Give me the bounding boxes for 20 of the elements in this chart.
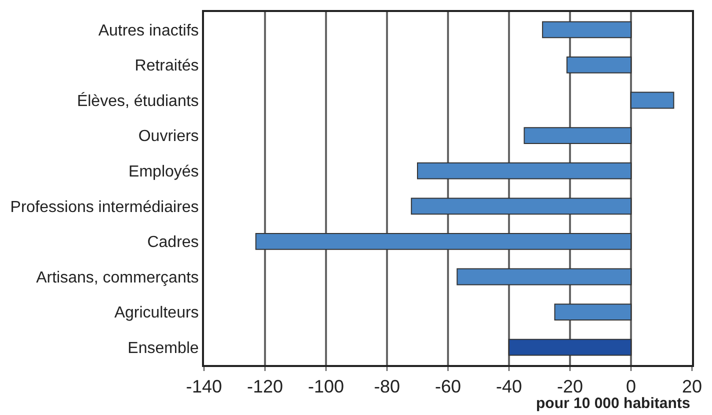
y-tick-label: Ouvriers (138, 128, 199, 146)
x-axis-title: pour 10 000 habitants (536, 395, 690, 412)
y-tick-label: Agriculteurs (114, 304, 199, 322)
x-tick-label: -80 (374, 376, 400, 397)
y-tick-label: Employés (128, 163, 199, 180)
x-tick-label: -140 (186, 376, 222, 397)
x-tick-label: 0 (626, 376, 636, 397)
y-tick-label: Retraités (134, 58, 199, 75)
y-tick-label: Ensemble (128, 340, 199, 357)
x-tick-label: -20 (556, 376, 584, 397)
x-tick-label: -40 (496, 376, 522, 397)
x-tick-label: -100 (308, 376, 344, 397)
y-tick-label: Autres inactifs (98, 22, 199, 40)
y-tick-label: Élèves, étudiants (76, 92, 199, 110)
y-tick-label: Professions intermédiaires (10, 198, 199, 216)
x-tick-label: -120 (246, 376, 284, 397)
y-tick-label: Cadres (147, 234, 199, 252)
x-tick-label: 20 (682, 376, 702, 397)
x-tick-label: -60 (434, 376, 462, 397)
y-tick-label: Artisans, commerçants (36, 269, 199, 286)
